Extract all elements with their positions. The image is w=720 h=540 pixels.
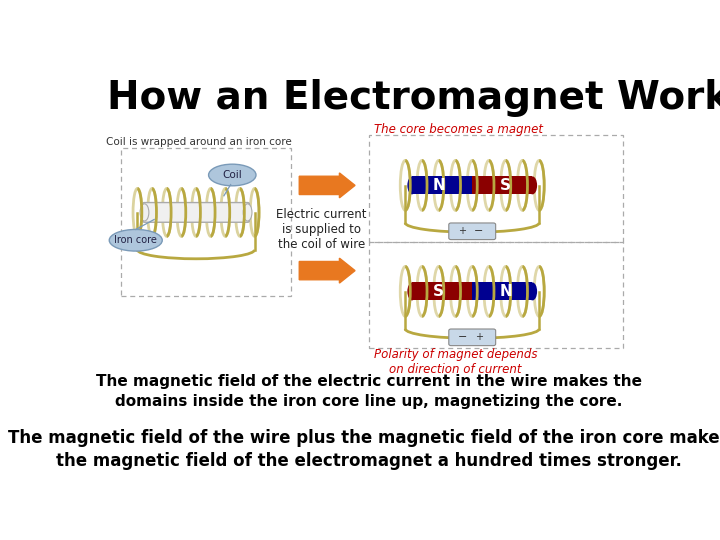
FancyBboxPatch shape <box>449 329 495 346</box>
Ellipse shape <box>243 204 252 221</box>
Ellipse shape <box>109 230 162 251</box>
Text: The core becomes a magnet: The core becomes a magnet <box>374 123 543 136</box>
Text: +: + <box>458 226 466 237</box>
FancyArrow shape <box>300 258 355 283</box>
FancyBboxPatch shape <box>449 223 495 240</box>
FancyBboxPatch shape <box>472 282 533 300</box>
FancyBboxPatch shape <box>412 177 472 194</box>
Text: S: S <box>433 284 444 299</box>
Text: N: N <box>433 178 445 193</box>
Text: The magnetic field of the electric current in the wire makes the
domains inside : The magnetic field of the electric curre… <box>96 374 642 409</box>
Text: Coil is wrapped around an iron core: Coil is wrapped around an iron core <box>106 137 292 147</box>
Text: Coil: Coil <box>222 170 242 180</box>
Text: How an Electromagnet Works: How an Electromagnet Works <box>107 79 720 117</box>
Text: −: − <box>457 332 467 342</box>
FancyBboxPatch shape <box>472 177 533 194</box>
Text: S: S <box>500 178 511 193</box>
Text: The magnetic field of the wire plus the magnetic field of the iron core makes
th: The magnetic field of the wire plus the … <box>8 429 720 470</box>
Text: Iron core: Iron core <box>114 235 157 245</box>
Text: +: + <box>475 332 483 342</box>
FancyBboxPatch shape <box>412 282 472 300</box>
Ellipse shape <box>209 164 256 186</box>
Ellipse shape <box>140 204 149 221</box>
Text: Electric current
is supplied to
the coil of wire: Electric current is supplied to the coil… <box>276 207 366 251</box>
Text: −: − <box>474 226 484 237</box>
FancyBboxPatch shape <box>143 202 249 222</box>
Ellipse shape <box>408 177 417 194</box>
Text: N: N <box>500 284 512 299</box>
Ellipse shape <box>528 282 537 300</box>
Ellipse shape <box>408 282 417 300</box>
FancyArrow shape <box>300 173 355 198</box>
Ellipse shape <box>528 177 537 194</box>
Text: Polarity of magnet depends
on direction of current: Polarity of magnet depends on direction … <box>374 348 537 376</box>
